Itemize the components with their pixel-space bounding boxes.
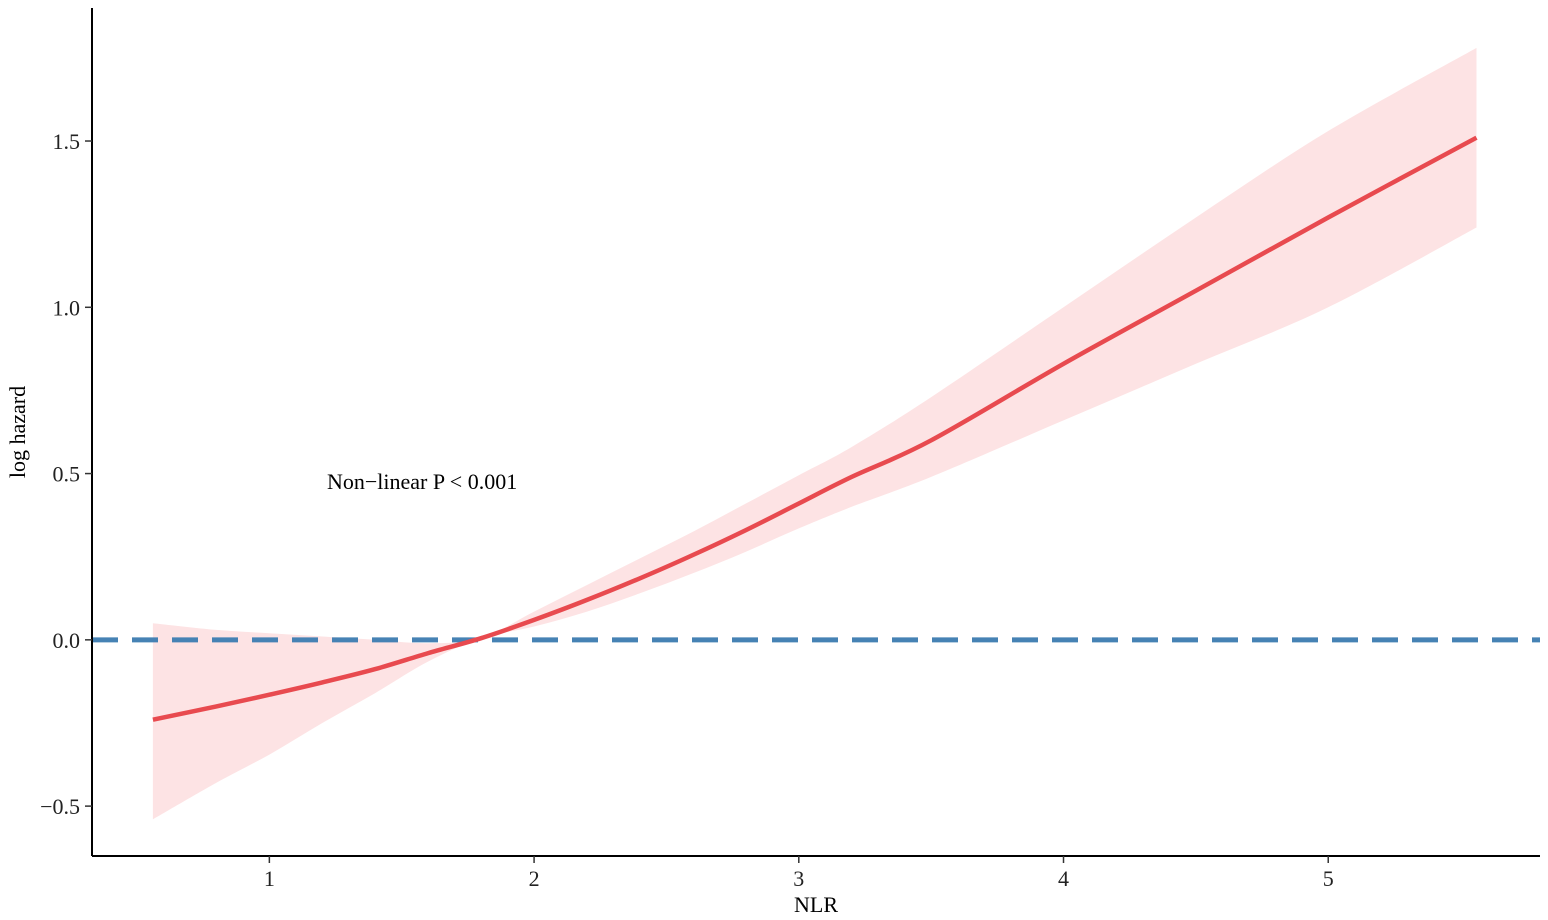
x-tick-label: 3 xyxy=(793,866,804,891)
y-tick-label: 0.0 xyxy=(53,628,81,653)
x-tick-label: 1 xyxy=(264,866,275,891)
y-axis-title: log hazard xyxy=(5,386,30,478)
confidence-band xyxy=(152,47,1477,820)
x-axis-title: NLR xyxy=(794,892,838,917)
x-tick-label: 4 xyxy=(1058,866,1069,891)
fitted-curve xyxy=(152,135,1478,722)
y-tick-label: 1.0 xyxy=(53,295,81,320)
y-tick-label: 0.5 xyxy=(53,462,81,487)
confidence-band-layer xyxy=(152,47,1477,820)
axes xyxy=(91,8,1540,857)
x-tick-label: 5 xyxy=(1323,866,1334,891)
annotation-text: Non−linear P < 0.001 xyxy=(327,469,517,494)
y-tick-label: −0.5 xyxy=(40,794,80,819)
tick-layer: 1 2 3 4 5 −0.5 0.0 0.5 1.0 1.5 xyxy=(40,129,1334,891)
x-tick-label: 2 xyxy=(529,866,540,891)
fitted-curve-layer xyxy=(152,135,1478,722)
y-tick-label: 1.5 xyxy=(53,129,81,154)
